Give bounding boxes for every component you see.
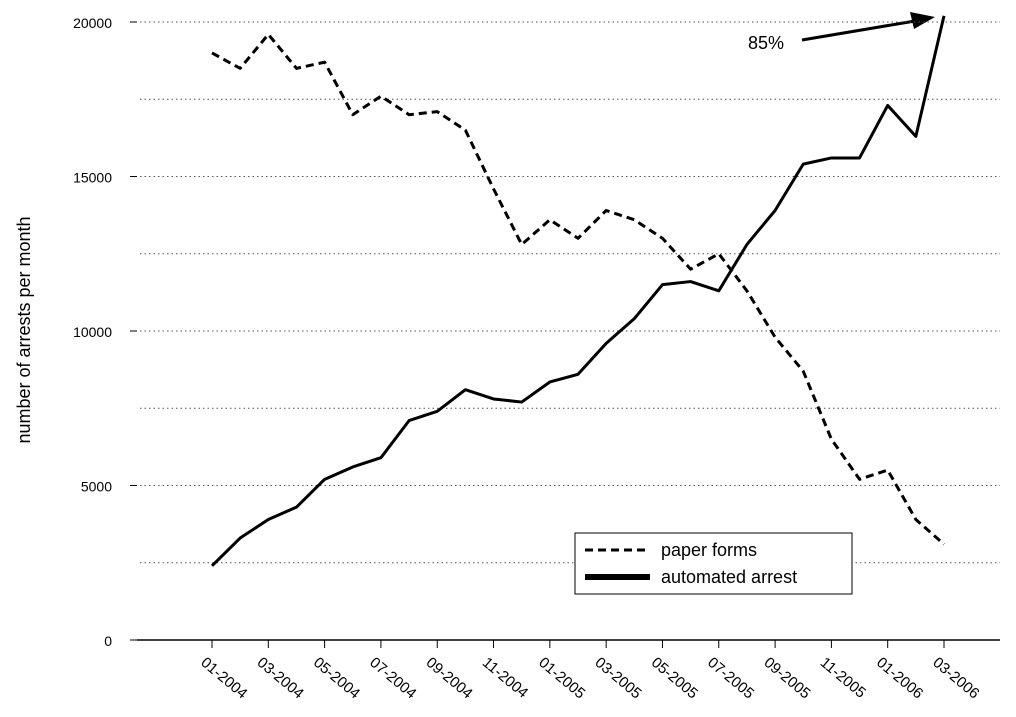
x-tick-label: 01-2004 xyxy=(197,654,250,702)
x-tick-label: 03-2005 xyxy=(592,654,645,702)
x-tick-label: 07-2004 xyxy=(366,654,419,702)
x-tick-label: 05-2005 xyxy=(648,654,701,702)
legend-label: automated arrest xyxy=(661,567,797,587)
x-tick-label: 03-2006 xyxy=(929,654,982,702)
y-tick-label: 5000 xyxy=(81,479,112,495)
x-tick-label: 03-2004 xyxy=(254,654,307,702)
x-tick-label: 09-2005 xyxy=(761,654,814,702)
x-tick-label: 01-2005 xyxy=(535,654,588,702)
y-axis-label: number of arrests per month xyxy=(14,216,34,443)
legend-box xyxy=(574,532,853,595)
legend-label: paper forms xyxy=(661,540,757,560)
x-tick-label: 09-2004 xyxy=(423,654,476,702)
y-tick-label: 0 xyxy=(104,633,112,649)
line-series xyxy=(211,32,945,546)
x-tick-label: 07-2005 xyxy=(704,654,757,702)
x-tick-label: 11-2005 xyxy=(817,654,869,702)
arrow-head xyxy=(910,12,935,29)
y-tick-label: 15000 xyxy=(73,170,112,186)
y-tick-label: 20000 xyxy=(73,15,112,31)
annotation-arrow xyxy=(801,19,916,42)
y-tick-label: 10000 xyxy=(73,324,112,340)
line-series xyxy=(210,15,946,567)
x-tick-label: 05-2004 xyxy=(310,654,363,702)
x-tick-label: 11-2004 xyxy=(479,654,531,702)
x-tick-label: 01-2006 xyxy=(873,654,926,702)
annotation: 85% xyxy=(748,33,784,53)
